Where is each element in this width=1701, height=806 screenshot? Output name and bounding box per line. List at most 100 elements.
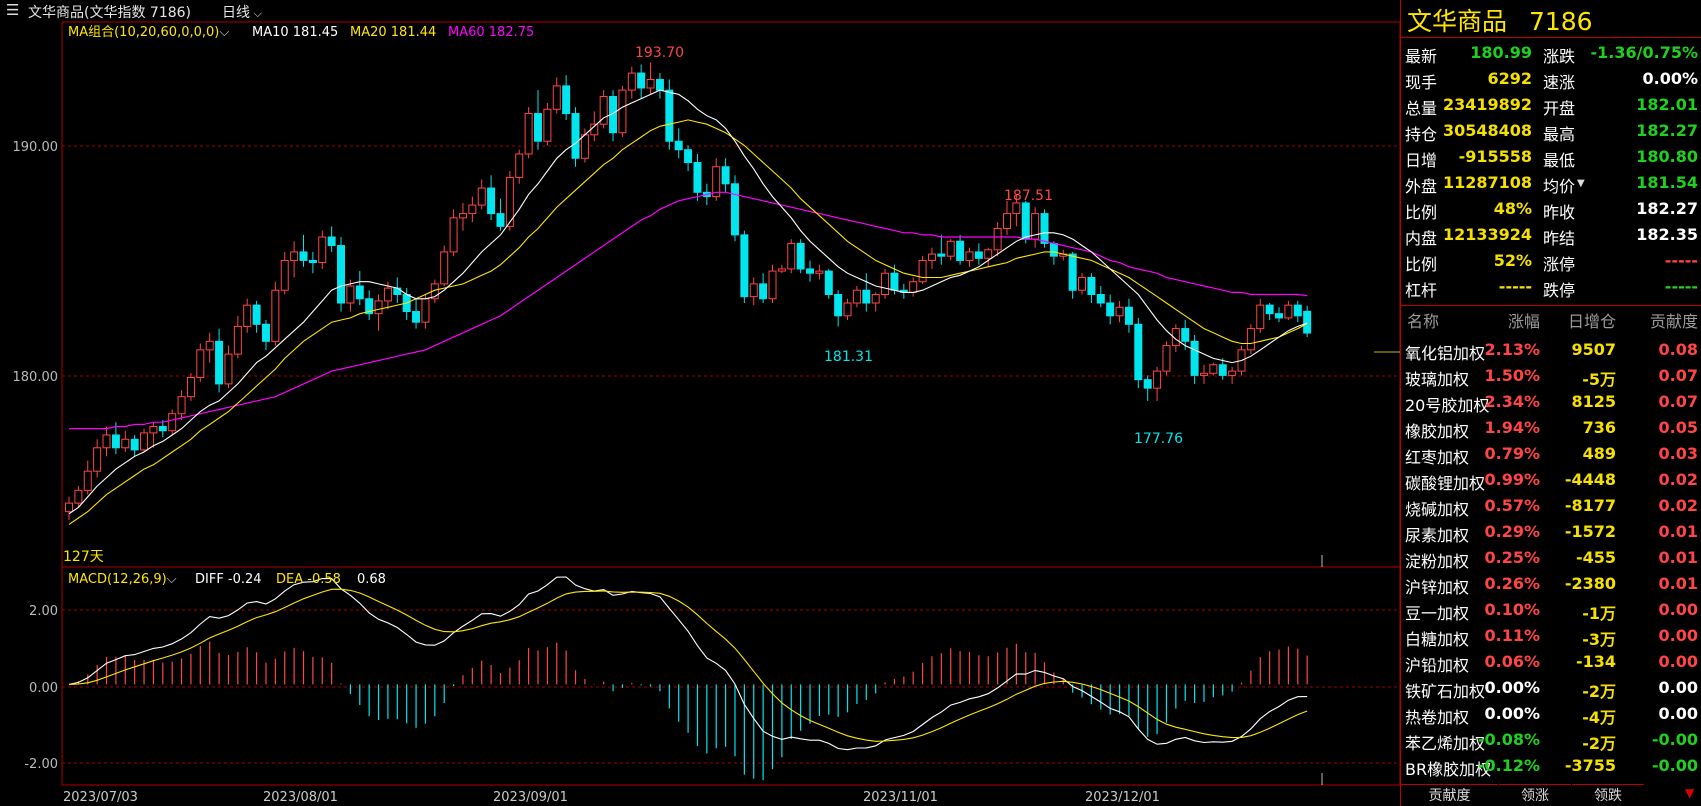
period-selector[interactable]: 日线 ⌵ [222,2,262,22]
tab-label: 贡献度 [1428,788,1471,804]
row-contribution: 0.01 [1658,522,1698,541]
table-row[interactable]: 碳酸锂加权 0.99% -4448 0.02 [1401,467,1701,493]
table-row[interactable]: 沪锌加权 0.26% -2380 0.01 [1401,571,1701,597]
candle-body [524,113,533,155]
candle-body [1143,379,1152,389]
candle-body [140,432,149,451]
days-annotation: 127天 [63,549,104,565]
candle-body [83,470,92,491]
candle-body [965,251,974,261]
quote-label: 比例 [1405,203,1438,222]
quote-label: 现手 [1405,73,1438,92]
kline-chart[interactable]: 190.00 180.00 2.00 0.00 -2.00 2023/07/03… [0,0,1400,806]
quote-row: 比例 48% 昨收 182.27 [1401,196,1701,222]
quote-label: 最高 [1543,125,1576,144]
quote-value: ----- [1664,277,1698,296]
candle-body [721,166,730,185]
row-name: 铁矿石加权 [1405,682,1486,701]
candle-body [1153,370,1162,389]
candle-body [1246,328,1255,351]
candle-body [956,240,965,261]
macd-legend-label[interactable]: MACD(12,26,9)⌵ [68,572,177,587]
candle-body [740,234,749,298]
table-row[interactable]: 热卷加权 0.00% -4万 0.00 [1401,701,1701,727]
quote-label: 昨收 [1543,203,1576,222]
dea-value: DEA -0.58 [276,572,341,587]
table-row[interactable]: 白糖加权 0.11% -3万 0.00 [1401,623,1701,649]
col-header-name[interactable]: 名称 [1407,312,1440,331]
quote-value: 11287108 [1442,173,1532,192]
mid-high-annotation: 187.51 [1004,188,1053,204]
tab-contribution[interactable]: 贡献度 [1401,784,1498,805]
table-row[interactable]: 铁矿石加权 0.00% -2万 0.00 [1401,675,1701,701]
table-row[interactable]: 淀粉加权 0.25% -455 0.01 [1401,545,1701,571]
quote-label: 开盘 [1543,99,1576,118]
table-row[interactable]: 20号胶加权 2.34% 8125 0.07 [1401,389,1701,415]
col-header-oi[interactable]: 日增仓 [1567,312,1616,331]
quote-value: -1.36/0.75% [1590,43,1698,62]
row-contribution: 0.07 [1658,392,1698,411]
row-change: 1.94% [1484,418,1540,437]
scroll-down-arrow-icon[interactable]: ▼ [1685,786,1695,800]
hamburger-menu-icon[interactable]: ☰ [6,1,20,19]
row-name: 尿素加权 [1405,526,1470,545]
candle-body [909,281,918,293]
candle-body [233,325,242,355]
candle-body [327,236,336,247]
candle-body [984,249,993,259]
table-row[interactable]: 橡胶加权 1.94% 736 0.05 [1401,415,1701,441]
table-row[interactable]: 沪铅加权 0.06% -134 0.00 [1401,649,1701,675]
candle-body [1284,304,1293,319]
candle-body [121,438,130,449]
candle-body [806,268,815,274]
instrument-header: 文华商品 7186 [1407,2,1593,38]
col-header-contrib[interactable]: 贡献度 [1649,312,1698,331]
macd-value: 0.68 [357,572,386,587]
table-row[interactable]: 烧碱加权 0.57% -8177 0.02 [1401,493,1701,519]
candle-body [618,89,627,134]
table-row[interactable]: 苯乙烯加权 -0.08% -2万 -0.00 [1401,727,1701,753]
candle-body [318,236,327,264]
diff-value: DIFF -0.24 [195,572,262,587]
candle-body [440,251,449,285]
candle-body [571,113,580,159]
table-row[interactable]: 氧化铝加权 2.13% 9507 0.08 [1401,337,1701,363]
tab-top-gainers[interactable]: 领涨 [1499,784,1571,805]
diff-line [68,576,1308,751]
table-row[interactable]: 尿素加权 0.29% -1572 0.01 [1401,519,1701,545]
candle-body [1106,302,1115,317]
caret-down-icon[interactable]: ▼ [1577,178,1585,189]
table-row[interactable]: 红枣加权 0.79% 489 0.03 [1401,441,1701,467]
candle-body [655,78,664,91]
row-oi-change: -1572 [1564,522,1616,541]
y-tick-macd-0: 0.00 [29,681,58,696]
candle-body [449,217,458,253]
quote-row: 总量 23419892 开盘 182.01 [1401,92,1701,118]
col-header-change[interactable]: 涨幅 [1507,312,1540,331]
candle-body [93,447,102,472]
candle-body [693,162,702,193]
quote-value: 52% [1493,251,1532,270]
candle-body [243,304,252,327]
table-row[interactable]: 豆一加权 0.10% -1万 0.00 [1401,597,1701,623]
table-row[interactable]: BR橡胶加权 -0.12% -3755 -0.00 [1401,753,1701,779]
row-change: 0.57% [1484,496,1540,515]
table-row[interactable]: 玻璃加权 1.50% -5万 0.07 [1401,363,1701,389]
row-contribution: 0.00 [1658,626,1698,645]
ma-legend-label[interactable]: MA组合(10,20,60,0,0,0)⌵ [68,25,229,40]
chevron-down-icon: ⌵ [167,572,177,587]
candle-body [937,253,946,257]
price-panel-frame [61,21,1400,568]
row-contribution: 0.03 [1658,444,1698,463]
candle-body [1209,364,1218,374]
candle-body [177,396,186,415]
candle-body [1124,306,1133,325]
tab-top-losers[interactable]: 领跌 [1572,784,1644,805]
ma-combo-label: MA组合(10,20,60,0,0,0) [68,25,219,40]
quote-row: 比例 52% 涨停 ----- [1401,248,1701,274]
quote-label: 跌停 [1543,281,1576,300]
candle-body [1303,310,1312,334]
row-oi-change: 736 [1582,418,1616,437]
candle-body [1265,304,1274,315]
row-oi-change: -8177 [1564,496,1616,515]
